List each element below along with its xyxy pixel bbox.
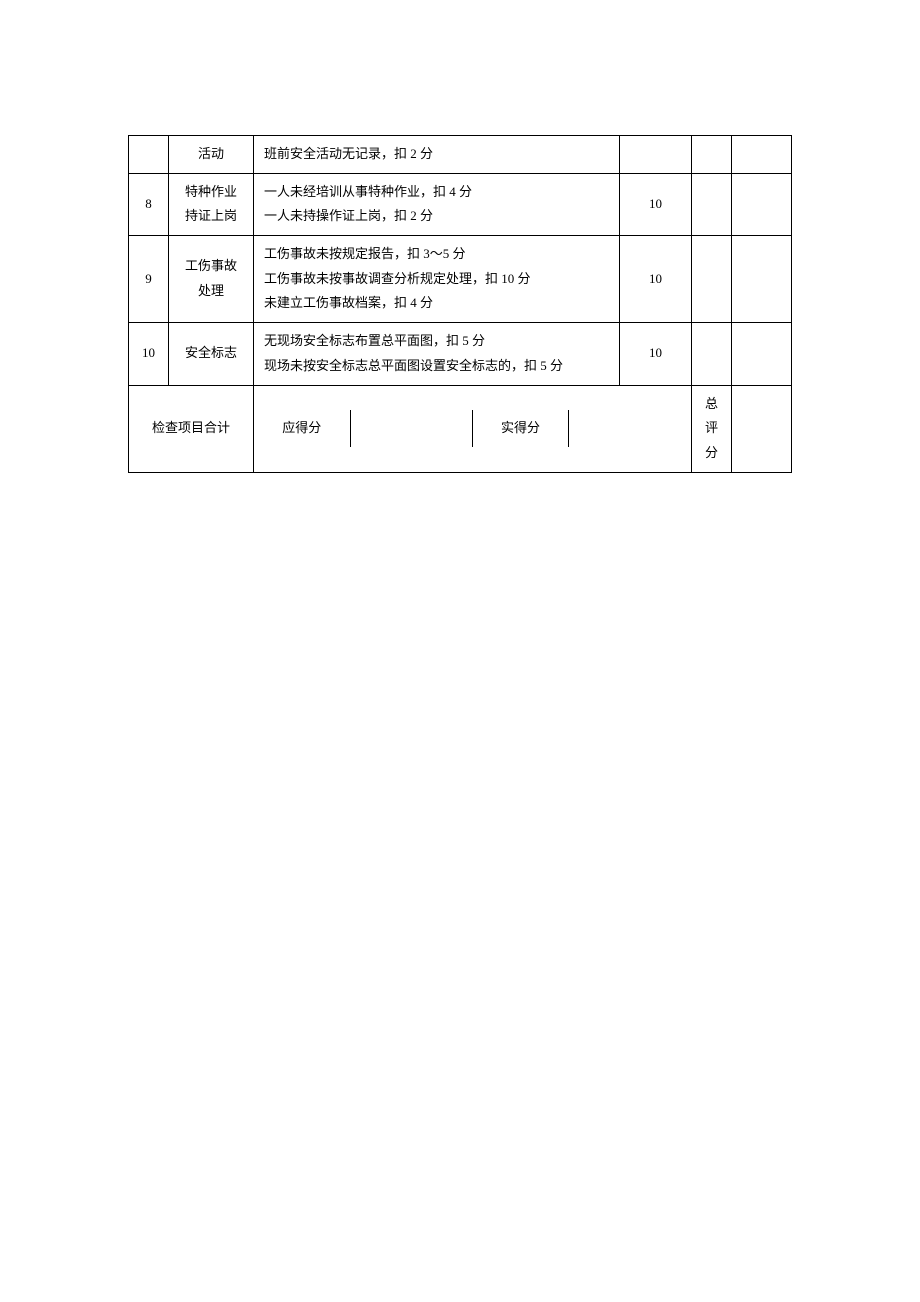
row-description: 班前安全活动无记录，扣 2 分 [254,136,620,174]
row-extra-2 [732,173,792,235]
total-score-value [732,385,792,472]
row-item: 特种作业 持证上岗 [169,173,254,235]
row-description: 无现场安全标志布置总平面图，扣 5 分 现场未按安全标志总平面图设置安全标志的，… [254,323,620,385]
row-extra-1 [692,136,732,174]
row-extra-2 [732,323,792,385]
row-number: 9 [129,236,169,323]
summary-label: 检查项目合计 [129,385,254,472]
inspection-table: 活动 班前安全活动无记录，扣 2 分 8 特种作业 持证上岗 一人未经培训从事特… [128,135,792,473]
total-score-label: 总评分 [692,385,732,472]
row-extra-1 [692,236,732,323]
row-extra-1 [692,173,732,235]
row-number: 10 [129,323,169,385]
row-item: 工伤事故 处理 [169,236,254,323]
row-item: 活动 [169,136,254,174]
expected-score-value [350,410,472,447]
row-extra-1 [692,323,732,385]
row-extra-2 [732,236,792,323]
row-number: 8 [129,173,169,235]
row-number [129,136,169,174]
actual-score-value [569,410,691,447]
table-row: 8 特种作业 持证上岗 一人未经培训从事特种作业，扣 4 分 一人未持操作证上岗… [129,173,792,235]
table-row: 活动 班前安全活动无记录，扣 2 分 [129,136,792,174]
row-extra-2 [732,136,792,174]
footer-row: 检查项目合计 应得分 实得分 总评分 [129,385,792,472]
table-row: 9 工伤事故 处理 工伤事故未按规定报告，扣 3～5 分 工伤事故未按事故调查分… [129,236,792,323]
row-item: 安全标志 [169,323,254,385]
row-score: 10 [620,323,692,385]
row-description: 工伤事故未按规定报告，扣 3～5 分 工伤事故未按事故调查分析规定处理，扣 10… [254,236,620,323]
row-score: 10 [620,236,692,323]
row-score [620,136,692,174]
table-row: 10 安全标志 无现场安全标志布置总平面图，扣 5 分 现场未按安全标志总平面图… [129,323,792,385]
row-description: 一人未经培训从事特种作业，扣 4 分 一人未持操作证上岗，扣 2 分 [254,173,620,235]
expected-score-label: 应得分 [254,410,350,447]
row-score: 10 [620,173,692,235]
actual-score-label: 实得分 [472,410,568,447]
table-body: 活动 班前安全活动无记录，扣 2 分 8 特种作业 持证上岗 一人未经培训从事特… [129,136,792,473]
